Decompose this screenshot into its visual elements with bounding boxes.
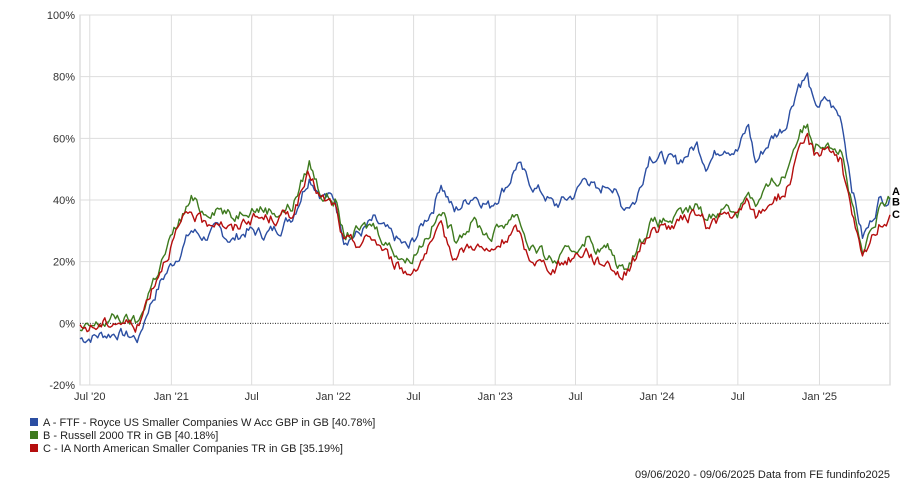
legend-label-c: C - IA North American Smaller Companies … xyxy=(43,443,343,455)
x-tick-label: Jan '21 xyxy=(154,391,189,403)
legend-label-b: B - Russell 2000 TR in GB [40.18%] xyxy=(43,430,219,442)
x-tick-label: Jul xyxy=(568,391,582,403)
legend-swatch-b xyxy=(30,431,38,440)
x-tick-label: Jul xyxy=(245,391,259,403)
series-lines xyxy=(79,72,891,344)
date-range-source-note: 09/06/2020 - 09/06/2025 Data from FE fun… xyxy=(634,469,890,481)
x-axis-tick-labels: Jul '20 Jan '21 Jul Jan '22 Jul Jan '23 Jul Jan… xyxy=(74,391,837,403)
legend-swatch-c xyxy=(30,444,38,453)
legend-item-a: A - FTF - Royce US Smaller Companies W A… xyxy=(30,417,375,430)
end-label-a: A xyxy=(892,186,900,198)
x-tick-label: Jan '22 xyxy=(316,391,351,403)
y-tick-label: -20% xyxy=(49,380,75,392)
legend-swatch-a xyxy=(30,418,38,427)
grid-lines xyxy=(79,14,891,386)
y-tick-label: 0% xyxy=(59,318,75,330)
end-label-c: C xyxy=(892,209,900,221)
y-tick-label: 100% xyxy=(47,10,75,22)
y-tick-label: 80% xyxy=(53,72,75,84)
performance-line-chart: -20%0%20%40%60%80%100% Jul '20 Jan '21 Jul… xyxy=(47,10,900,403)
x-tick-label: Jul xyxy=(731,391,745,403)
y-tick-label: 20% xyxy=(53,257,75,269)
series-line-b xyxy=(79,123,891,332)
legend: A - FTF - Royce US Smaller Companies W A… xyxy=(30,417,375,456)
x-tick-label: Jul xyxy=(407,391,421,403)
y-tick-label: 40% xyxy=(53,195,75,207)
series-line-c xyxy=(79,132,891,333)
legend-label-a: A - FTF - Royce US Smaller Companies W A… xyxy=(43,417,376,429)
end-label-b: B xyxy=(892,197,900,209)
x-tick-label: Jan '25 xyxy=(802,391,837,403)
series-end-labels: ABC xyxy=(892,186,900,221)
legend-item-c: C - IA North American Smaller Companies … xyxy=(30,443,375,456)
y-axis-tick-labels: -20% 0% 20% 40% 60% 80% 100% xyxy=(47,10,75,392)
x-tick-label: Jul '20 xyxy=(74,391,105,403)
series-line-a xyxy=(79,72,891,344)
y-tick-label: 60% xyxy=(53,133,75,145)
x-tick-label: Jan '23 xyxy=(478,391,513,403)
x-tick-label: Jan '24 xyxy=(640,391,675,403)
legend-item-b: B - Russell 2000 TR in GB [40.18%] xyxy=(30,430,375,443)
